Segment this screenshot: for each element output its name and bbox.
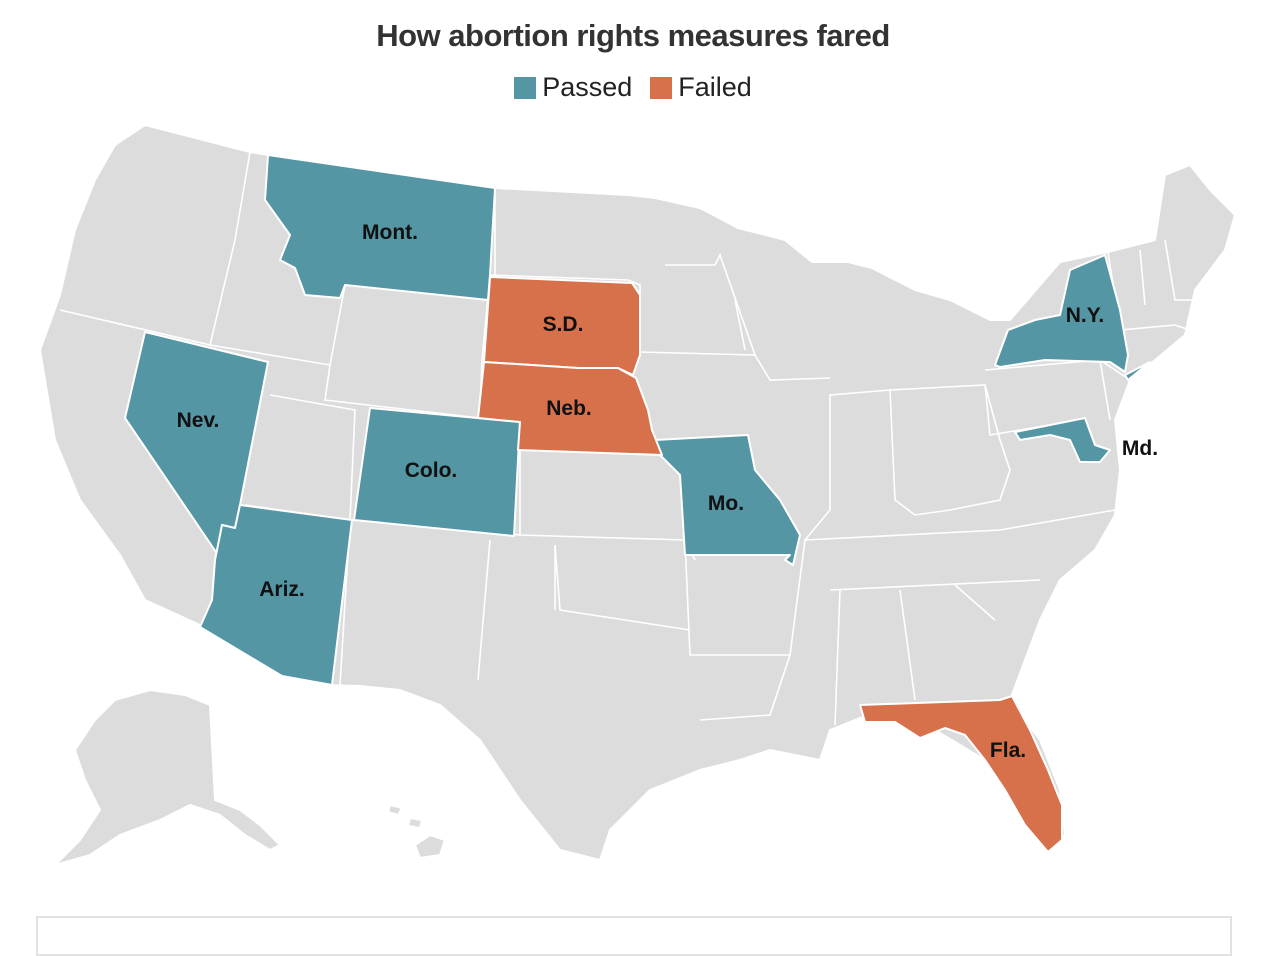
- legend-swatch-passed: [514, 76, 537, 99]
- label-colo: Colo.: [405, 459, 458, 482]
- label-fla: Fla.: [990, 739, 1026, 762]
- chart-title: How abortion rights measures fared: [376, 18, 890, 53]
- legend-swatch-failed: [650, 76, 673, 99]
- label-mont: Mont.: [362, 221, 418, 244]
- label-ny: N.Y.: [1066, 304, 1105, 327]
- legend-label-failed: Failed: [678, 72, 752, 102]
- legend-item-passed: Passed: [514, 72, 632, 103]
- state-arizona: [199, 504, 353, 686]
- state-missouri: [654, 434, 801, 566]
- label-ariz: Ariz.: [259, 578, 305, 601]
- state-colorado: [353, 407, 521, 537]
- legend: Passed Failed: [0, 72, 1266, 103]
- alaska-shape: [54, 689, 281, 866]
- state-florida: [859, 695, 1063, 853]
- state-montana: [264, 154, 496, 301]
- state-maryland: [1014, 417, 1111, 463]
- label-nev: Nev.: [177, 409, 220, 432]
- label-mo: Mo.: [708, 492, 744, 515]
- us-map: Mont. Nev. Ariz. Colo. Mo. N.Y. Md. S.D.…: [39, 124, 1236, 866]
- legend-item-failed: Failed: [650, 72, 752, 103]
- state-new-york: [994, 254, 1151, 381]
- bottom-panel: [36, 916, 1232, 956]
- label-neb: Neb.: [546, 397, 592, 420]
- state-nebraska: [477, 361, 663, 456]
- hawaii-shape: [387, 804, 446, 859]
- label-md: Md.: [1122, 437, 1158, 460]
- legend-label-passed: Passed: [542, 72, 633, 102]
- label-sd: S.D.: [543, 313, 584, 336]
